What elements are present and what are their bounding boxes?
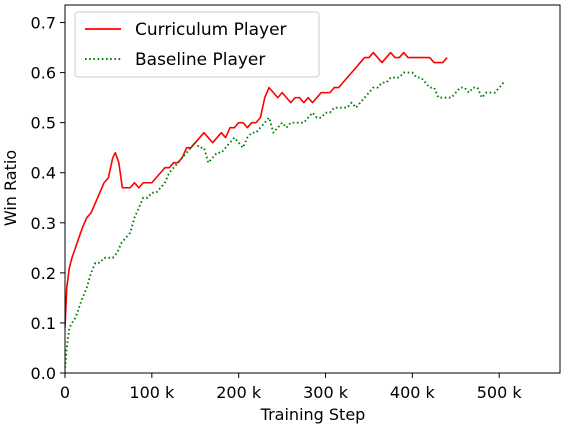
y-tick-label: 0.4: [31, 164, 56, 183]
series-line-2: [65, 71, 505, 369]
y-axis-label: Win Ratio: [1, 150, 20, 226]
x-tick-label: 300 k: [303, 383, 349, 402]
y-tick-label: 0.0: [31, 364, 56, 383]
y-tick-label: 0.3: [31, 214, 56, 233]
x-tick-label: 100 k: [129, 383, 175, 402]
x-tick-label: 200 k: [216, 383, 262, 402]
x-tick-label: 500 k: [477, 383, 523, 402]
plot-frame: [64, 4, 561, 374]
legend-box: [74, 11, 320, 78]
series-layer: [65, 51, 505, 369]
y-tick-label: 0.7: [31, 14, 56, 33]
y-tick-label: 0.6: [31, 64, 56, 83]
series-line-1: [65, 51, 448, 328]
legend-label-1: Curriculum Player: [135, 20, 287, 40]
y-tick-label: 0.2: [31, 264, 56, 283]
x-tick-label: 0: [60, 383, 70, 402]
legend: Curriculum Player Baseline Player: [74, 11, 320, 78]
y-tick-label: 0.5: [31, 114, 56, 133]
x-axis-label: Training Step: [260, 405, 366, 424]
y-tick-label: 0.1: [31, 314, 56, 333]
legend-label-2: Baseline Player: [135, 50, 265, 70]
x-tick-label: 400 k: [390, 383, 436, 402]
axes-layer: 0 100 k 200 k 300 k 400 k 500 k 0.0 0.1 0.2 0.3 0.…: [31, 4, 561, 402]
